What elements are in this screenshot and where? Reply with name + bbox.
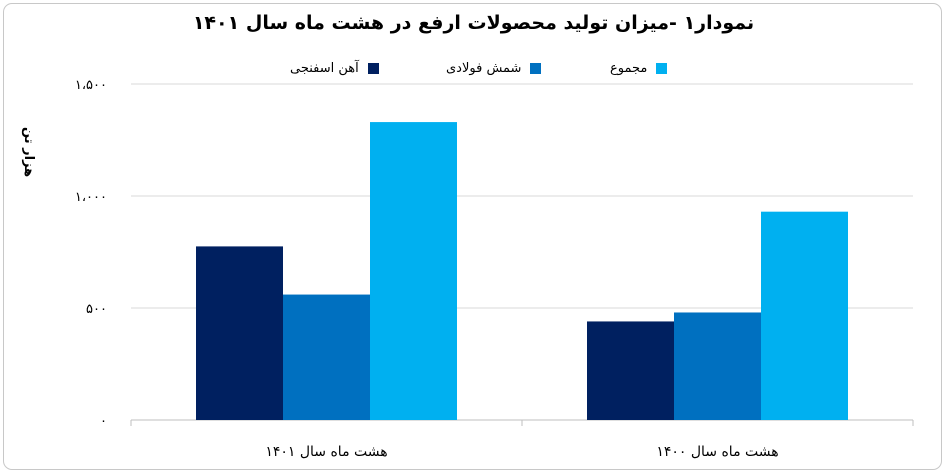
bar-1-0: [587, 321, 674, 420]
y-tick-label-2: ۱،۰۰۰: [75, 190, 107, 205]
legend-label-total: مجموع: [610, 60, 648, 76]
legend-swatch-sponge-iron: [367, 62, 379, 74]
bar-0-2: [370, 122, 457, 420]
legend-label-sponge-iron: آهن اسفنجی: [290, 60, 359, 76]
legend-item-total: مجموع: [610, 58, 668, 78]
legend-item-sponge-iron: آهن اسفنجی: [290, 58, 379, 78]
bar-1-2: [761, 211, 848, 420]
legend-swatch-total: [656, 62, 668, 74]
y-tick-label-0: ۰: [100, 414, 107, 429]
chart-legend: آهن اسفنجی شمش فولادی مجموع: [0, 58, 947, 78]
x-category-label-1: هشت ماه سال ۱۴۰۰: [656, 444, 778, 460]
y-tick-label-1: ۵۰۰: [86, 302, 107, 317]
bar-0-0: [196, 246, 283, 420]
y-axis-label: هزار تن: [21, 126, 36, 178]
chart-title: نمودار۱ -میزان تولید محصولات ارفع در هشت…: [192, 12, 755, 34]
legend-label-steel-billet: شمش فولادی: [446, 60, 522, 76]
x-category-label-0: هشت ماه سال ۱۴۰۱: [265, 444, 387, 460]
bar-1-1: [674, 312, 761, 420]
legend-swatch-steel-billet: [530, 62, 542, 74]
legend-item-steel-billet: شمش فولادی: [446, 58, 542, 78]
y-tick-label-3: ۱،۵۰۰: [75, 78, 107, 93]
bar-0-1: [283, 294, 370, 420]
